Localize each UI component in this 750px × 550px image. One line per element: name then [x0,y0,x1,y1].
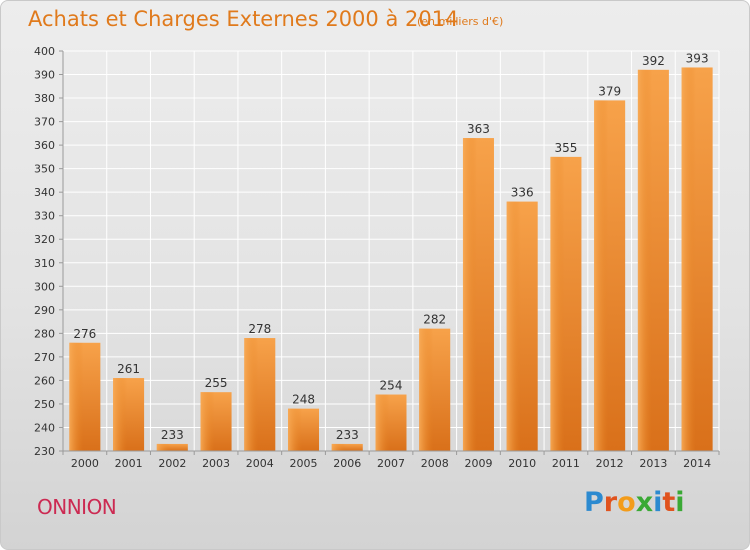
y-tick-label: 260 [34,374,55,387]
x-tick-label: 2011 [552,457,580,470]
logo-letter: x [635,487,654,518]
x-tick-label: 2005 [290,457,318,470]
y-tick-label: 250 [34,398,55,411]
bar [156,443,188,451]
y-tick-label: 350 [34,163,55,176]
bar-value-label: 393 [686,51,709,65]
bar-value-label: 276 [73,327,96,341]
x-tick-label: 2004 [246,457,274,470]
bar-highlight [331,443,346,451]
bar-highlight [419,328,434,451]
commune-name: ONNION [37,495,117,519]
y-tick-label: 330 [34,210,55,223]
bar-highlight [462,138,477,451]
y-tick-label: 270 [34,351,55,364]
bar-value-label: 255 [205,376,228,390]
bar-highlight [156,443,171,451]
x-tick-label: 2006 [333,457,361,470]
logo-letter: i [653,487,663,518]
bar-value-label: 363 [467,122,490,136]
y-tick-label: 320 [34,233,55,246]
y-tick-label: 290 [34,304,55,317]
y-tick-label: 300 [34,280,55,293]
y-tick-label: 240 [34,421,55,434]
y-tick-label: 230 [34,445,55,458]
x-tick-label: 2008 [421,457,449,470]
chart-title: Achats et Charges Externes 2000 à 2014 [28,7,459,31]
logo-letter: r [603,487,618,518]
y-tick-label: 360 [34,139,55,152]
y-tick-label: 310 [34,257,55,270]
bar-value-label: 278 [248,322,271,336]
bar-value-label: 282 [423,313,446,327]
bar-value-label: 233 [336,428,359,442]
bar-highlight [681,67,696,452]
y-tick-label: 280 [34,327,55,340]
y-tick-label: 340 [34,186,55,199]
bar-value-label: 392 [642,54,665,68]
bar-value-label: 248 [292,393,315,407]
x-tick-label: 2012 [596,457,624,470]
y-tick-label: 370 [34,116,55,129]
y-tick-label: 400 [34,45,55,58]
bar-highlight [200,392,215,451]
x-tick-label: 2014 [683,457,711,470]
x-tick-label: 2002 [158,457,186,470]
logo-letter: o [617,487,636,518]
bar-highlight [594,100,609,451]
bar-value-label: 254 [380,379,403,393]
bar-highlight [113,378,128,451]
bar-value-label: 261 [117,362,140,376]
bar [331,443,363,451]
bar-highlight [550,156,565,451]
bar-value-label: 355 [554,141,577,155]
y-tick-label: 390 [34,69,55,82]
bar-value-label: 233 [161,428,184,442]
logo-letter: i [675,487,685,518]
bar-highlight [637,69,652,451]
logo-letter: t [662,487,676,518]
logo-letter: P [584,487,604,518]
x-tick-label: 2003 [202,457,230,470]
x-tick-label: 2000 [71,457,99,470]
bar-highlight [244,338,259,451]
bar-highlight [288,408,302,451]
x-tick-label: 2010 [508,457,536,470]
chart-subtitle: (en milliers d'€) [417,15,504,28]
bar-highlight [506,201,521,451]
y-tick-label: 380 [34,92,55,105]
x-tick-label: 2009 [464,457,492,470]
x-tick-label: 2013 [639,457,667,470]
x-tick-label: 2001 [115,457,143,470]
x-tick-label: 2007 [377,457,405,470]
bar-value-label: 379 [598,84,621,98]
bar-highlight [375,394,390,451]
bar-value-label: 336 [511,186,534,200]
bar-highlight [69,342,84,451]
proxiti-logo: Proxiti [584,487,685,518]
